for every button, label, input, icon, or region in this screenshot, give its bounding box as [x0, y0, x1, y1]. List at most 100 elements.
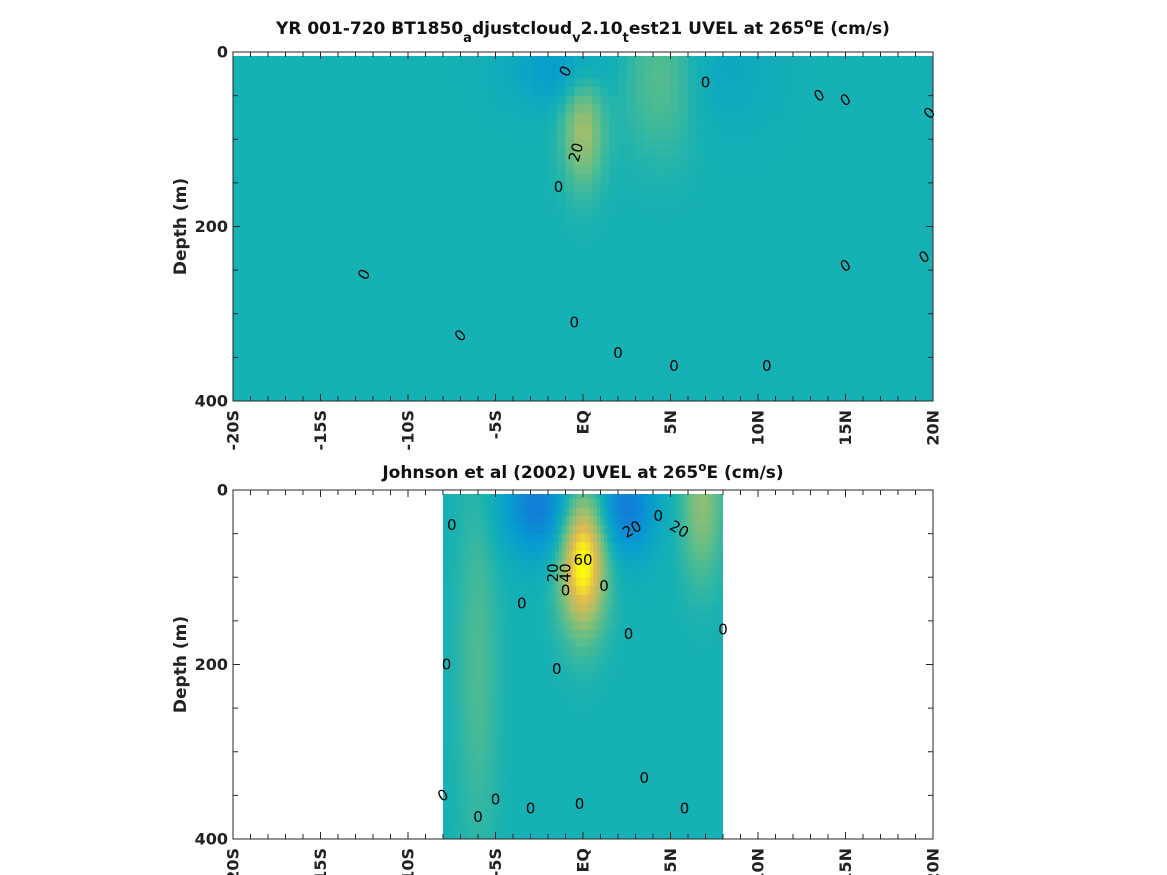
panel-bottom: Johnson et al (2002) UVEL at 265oE (cm/s…: [171, 460, 943, 875]
field-cell: [434, 383, 444, 393]
field-cell: [828, 357, 838, 367]
field-cell: [644, 200, 654, 210]
field-cell: [565, 182, 575, 193]
field-cell: [555, 533, 560, 543]
field-cell: [451, 366, 462, 376]
field-cell: [653, 78, 663, 88]
field-cell: [555, 777, 560, 788]
field-cell: [434, 287, 444, 297]
field-cell: [311, 86, 322, 97]
field-cell: [609, 252, 619, 262]
field-cell: [562, 812, 567, 823]
field-cell: [520, 804, 525, 814]
field-cell: [521, 313, 532, 324]
field-cell: [705, 200, 715, 210]
field-cell: [492, 725, 497, 735]
field-cell: [373, 226, 383, 236]
field-cell: [819, 287, 829, 297]
field-cell: [434, 130, 444, 140]
field-cell: [784, 226, 794, 236]
field-cell: [609, 322, 619, 332]
field-cell: [555, 708, 560, 718]
field-cell: [906, 165, 917, 175]
field-cell: [373, 113, 383, 123]
field-cell: [784, 191, 794, 201]
field-cell: [457, 542, 462, 552]
field-cell: [364, 78, 374, 88]
field-cell: [609, 261, 619, 271]
field-cell: [530, 603, 535, 613]
field-cell: [551, 777, 556, 788]
field-cell: [558, 699, 563, 709]
field-cell: [653, 147, 663, 158]
field-cell: [558, 551, 563, 561]
field-cell: [740, 217, 750, 228]
field-cell: [740, 235, 750, 245]
field-cell: [469, 174, 479, 184]
field-cell: [544, 533, 549, 543]
field-cell: [457, 655, 462, 666]
field-cell: [555, 812, 560, 823]
field-cell: [464, 559, 469, 570]
field-cell: [714, 339, 724, 350]
field-cell: [399, 357, 409, 367]
field-cell: [556, 130, 567, 140]
field-cell: [467, 577, 472, 587]
field-cell: [521, 243, 532, 254]
field-cell: [537, 655, 542, 666]
field-cell: [583, 612, 588, 622]
field-cell: [485, 786, 490, 796]
field-cell: [250, 392, 260, 401]
field-cell: [443, 725, 448, 735]
field-cell: [471, 629, 476, 639]
field-cell: [569, 524, 574, 535]
field-cell: [381, 339, 392, 350]
field-cell: [373, 78, 383, 88]
field-cell: [499, 655, 504, 666]
field-cell: [355, 226, 365, 236]
field-cell: [355, 313, 365, 324]
field-cell: [499, 795, 504, 805]
field-cell: [474, 804, 479, 814]
field-cell: [408, 104, 418, 114]
field-cell: [492, 760, 497, 770]
field-cell: [276, 243, 287, 254]
field-cell: [499, 751, 504, 762]
field-cell: [548, 568, 553, 578]
field-cell: [303, 121, 313, 132]
field-cell: [451, 200, 462, 210]
field-cell: [451, 339, 462, 350]
field-cell: [819, 357, 829, 367]
field-cell: [579, 786, 584, 796]
field-cell: [880, 60, 890, 71]
field-cell: [915, 392, 925, 401]
field-cell: [521, 174, 532, 184]
field-cell: [766, 78, 777, 88]
field-cell: [880, 392, 890, 401]
field-cell: [399, 348, 409, 358]
field-cell: [451, 261, 462, 271]
field-cell: [784, 217, 794, 228]
field-cell: [758, 366, 768, 376]
field-cell: [670, 226, 680, 236]
field-cell: [556, 165, 567, 175]
field-cell: [451, 278, 462, 289]
field-cell: [731, 130, 742, 140]
field-cell: [626, 252, 637, 262]
field-cell: [329, 182, 339, 193]
field-cell: [579, 751, 584, 762]
field-cell: [294, 243, 304, 254]
field-cell: [481, 830, 486, 839]
field-cell: [626, 261, 637, 271]
field-cell: [478, 629, 483, 639]
field-cell: [516, 507, 521, 517]
field-cell: [399, 174, 409, 184]
field-cell: [775, 366, 785, 376]
field-cell: [544, 638, 549, 648]
field-cell: [845, 331, 855, 341]
field-cell: [819, 174, 829, 184]
field-cell: [520, 673, 525, 683]
field-cell: [618, 287, 628, 297]
field-cell: [355, 235, 365, 245]
field-cell: [863, 383, 873, 393]
